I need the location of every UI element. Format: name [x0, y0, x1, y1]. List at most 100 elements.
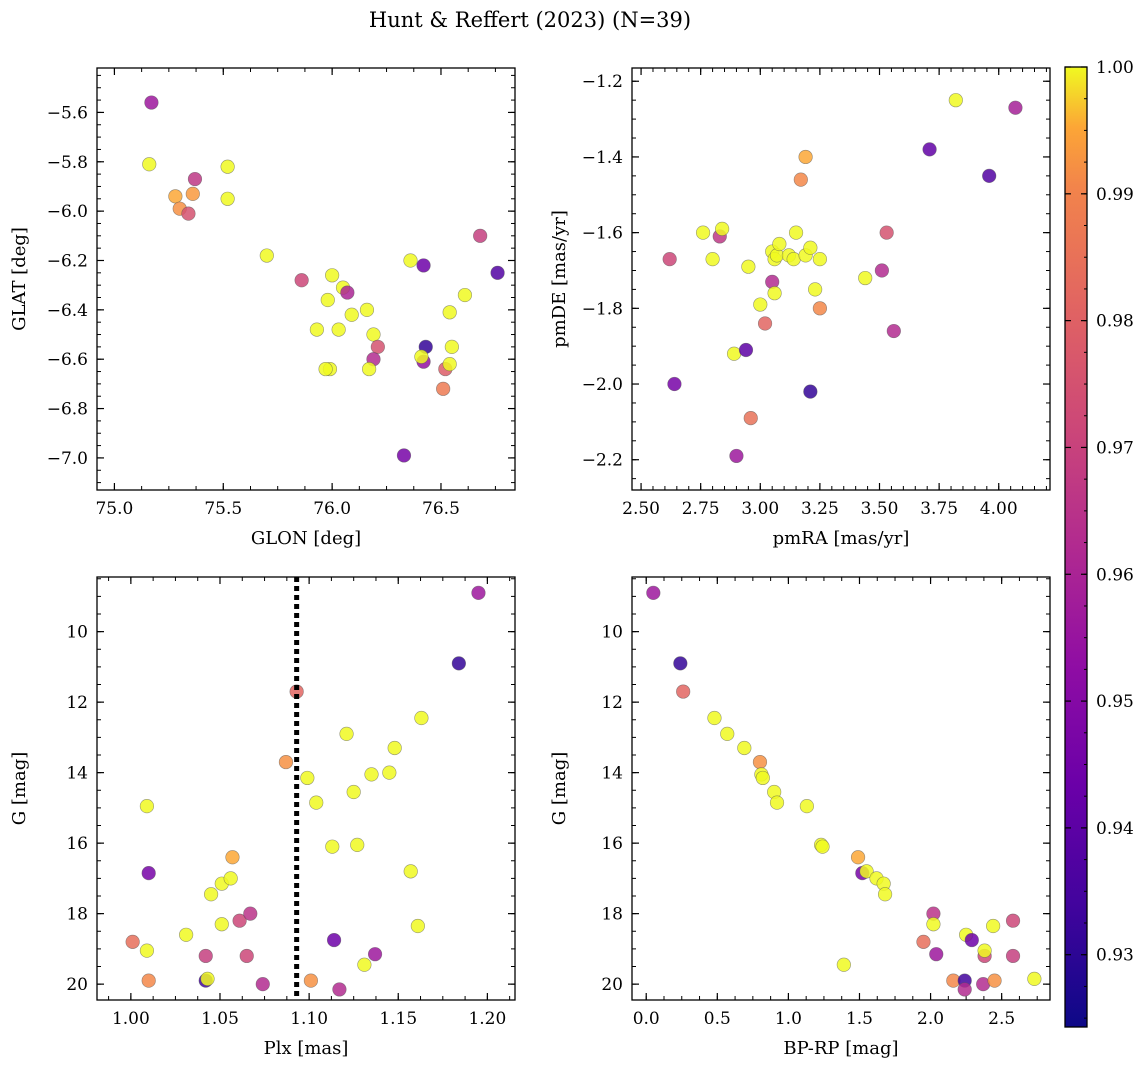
data-point	[220, 191, 235, 206]
data-point	[808, 282, 823, 297]
data-point	[142, 157, 157, 172]
data-point	[676, 684, 691, 699]
data-point	[471, 585, 486, 600]
data-point	[416, 258, 431, 273]
x-tick-label: 0.5	[704, 1009, 731, 1029]
data-point	[414, 349, 429, 364]
figure-title: Hunt & Reffert (2023) (N=39)	[369, 8, 691, 32]
data-point	[793, 172, 808, 187]
y-tick-label: 14	[601, 764, 623, 784]
data-point	[798, 149, 813, 165]
data-point	[309, 795, 324, 810]
data-point	[490, 265, 505, 280]
data-point	[125, 934, 140, 949]
data-point	[850, 850, 866, 865]
data-point	[220, 159, 235, 174]
y-tick-label: −6.6	[47, 350, 88, 370]
x-tick-label: 2.0	[917, 1009, 944, 1029]
data-point	[382, 765, 397, 780]
x-tick-label: 1.5	[846, 1009, 873, 1029]
colorbar-frame	[1064, 66, 1088, 1028]
y-tick-label: 12	[66, 693, 88, 713]
x-tick-label: 76.5	[422, 499, 460, 519]
y-tick-label: −6.2	[47, 251, 88, 271]
data-point	[987, 973, 1002, 988]
data-point	[743, 410, 758, 426]
x-tick-label: 2.50	[622, 499, 660, 519]
y-tick-label: 20	[601, 975, 623, 995]
plot-frame	[96, 576, 516, 1001]
data-point	[436, 381, 451, 396]
data-point	[442, 305, 457, 320]
data-point	[812, 301, 827, 316]
data-point	[410, 918, 425, 934]
plot-frame	[631, 576, 1051, 1001]
data-point	[414, 710, 429, 726]
data-point	[859, 864, 874, 879]
data-point	[259, 248, 274, 263]
data-point	[769, 795, 785, 810]
data-point	[444, 339, 459, 354]
data-point	[364, 767, 379, 782]
data-point	[181, 206, 196, 221]
data-point	[144, 95, 159, 110]
data-point	[396, 448, 412, 463]
data-point	[922, 142, 937, 157]
data-point	[799, 799, 814, 814]
data-point	[803, 384, 818, 399]
data-point	[320, 292, 335, 308]
data-point	[977, 943, 992, 958]
data-point	[442, 357, 457, 372]
y-axis-label: G [mag]	[9, 752, 30, 825]
data-point	[1005, 948, 1021, 964]
colorbar-tick-label: 0.97	[1096, 438, 1134, 458]
panel-glon-glat: 75.0 75.5 76.0 76.5 −5.6 −5.8 −6.0 −6.2 −6.4 −6.6…	[9, 67, 516, 549]
y-tick-label: −5.8	[47, 153, 88, 173]
data-point	[370, 339, 385, 354]
data-point	[198, 948, 213, 964]
colorbar-tick-label: 0.95	[1096, 692, 1134, 712]
x-tick-label: 1.00	[112, 1009, 150, 1029]
data-point	[858, 270, 873, 286]
data-point	[786, 252, 801, 267]
data-point	[294, 273, 309, 288]
data-point	[772, 236, 787, 252]
data-point	[168, 189, 183, 204]
x-tick-label: 1.15	[379, 1009, 417, 1029]
data-point	[303, 973, 319, 988]
panel-plx-g: 1.00 1.05 1.10 1.15 1.20 10 12 14 16 18 20 Plx [ma…	[9, 576, 516, 1059]
data-point	[812, 252, 827, 267]
data-point	[357, 957, 372, 972]
data-point	[986, 918, 1001, 934]
data-point	[720, 726, 735, 741]
y-tick-label: 16	[601, 834, 623, 854]
data-point	[982, 168, 997, 183]
data-point	[187, 171, 203, 187]
y-tick-label: 10	[601, 623, 623, 643]
data-point	[232, 913, 247, 928]
data-point	[877, 887, 893, 902]
data-point	[139, 943, 155, 958]
x-tick-label: 75.0	[95, 499, 133, 519]
y-tick-label: −6.8	[47, 400, 88, 420]
x-tick-label: 0.0	[633, 1009, 660, 1029]
x-tick-label: 76.0	[313, 499, 351, 519]
x-tick-label: 3.00	[741, 499, 779, 519]
data-point	[738, 342, 754, 358]
x-tick-label: 2.5	[988, 1009, 1015, 1029]
x-tick-label: 3.75	[920, 499, 958, 519]
y-tick-label: 18	[66, 905, 88, 925]
data-point	[815, 839, 830, 854]
data-point	[331, 322, 346, 337]
data-point	[346, 784, 361, 800]
data-point	[325, 839, 340, 854]
x-tick-label: 4.00	[980, 499, 1018, 519]
data-point	[729, 448, 744, 464]
data-point	[141, 973, 156, 988]
data-point	[767, 286, 782, 301]
data-point	[957, 982, 972, 997]
data-point	[457, 287, 473, 303]
colorbar-tick-label: 1.00	[1096, 58, 1134, 78]
data-point	[179, 927, 194, 942]
data-point	[325, 268, 340, 283]
